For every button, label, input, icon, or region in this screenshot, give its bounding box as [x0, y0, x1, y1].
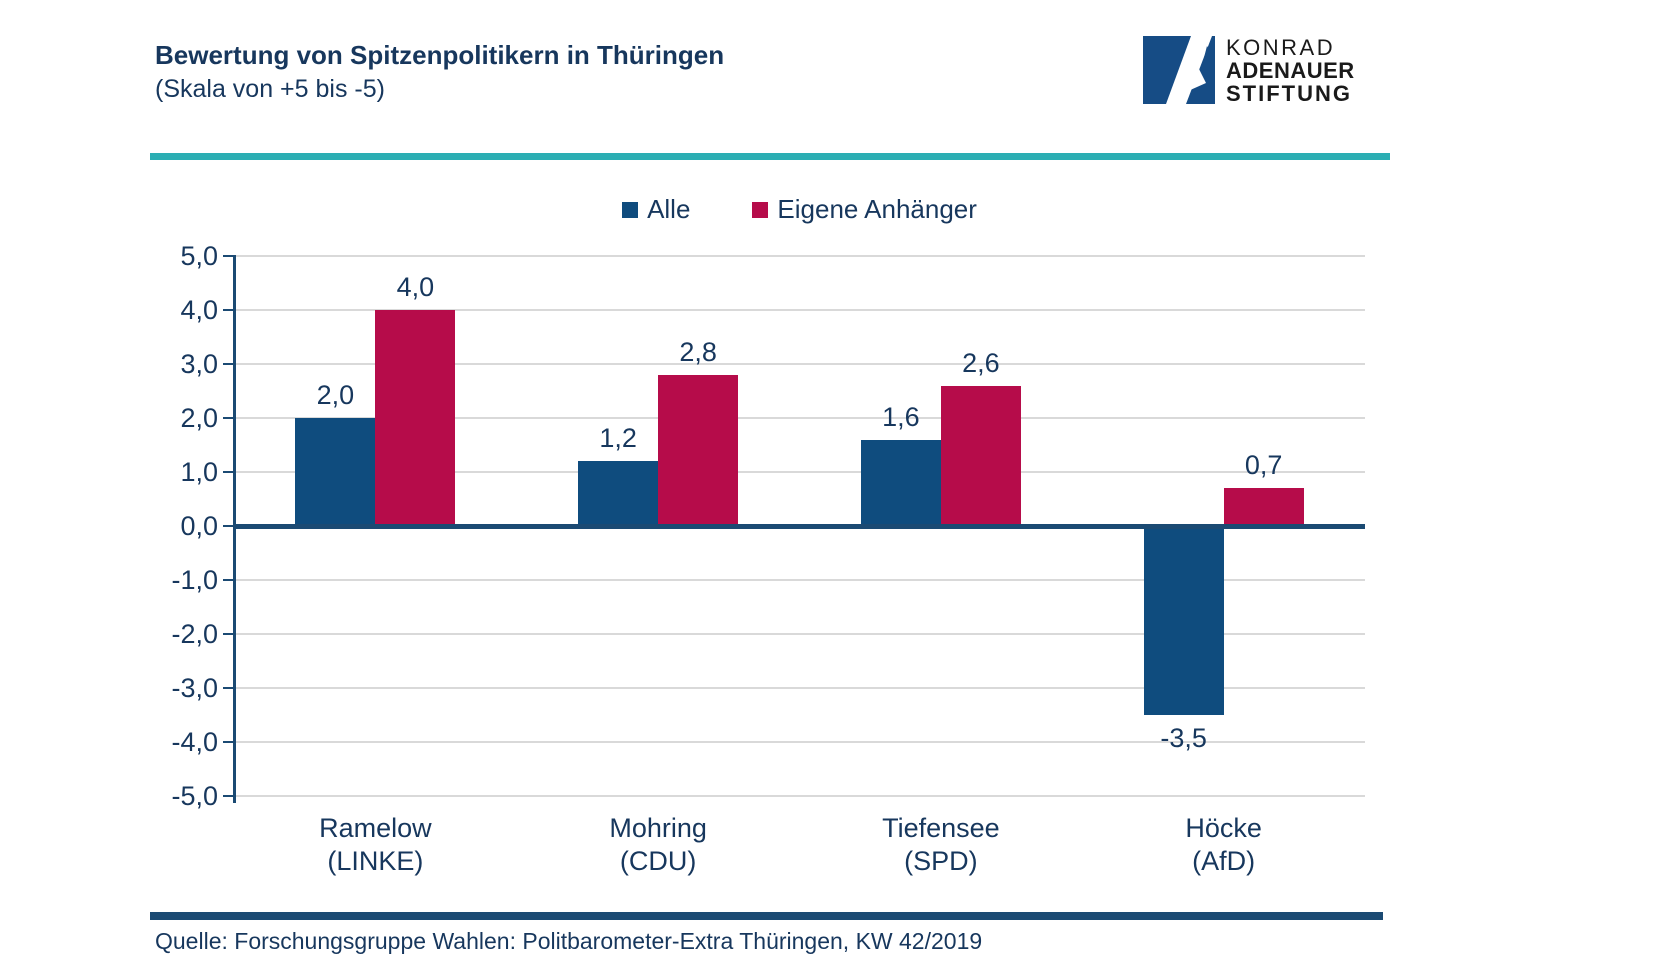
party-name: (LINKE) [327, 846, 424, 876]
y-axis-tick [223, 525, 234, 527]
y-axis-tick-label: 5,0 [180, 241, 218, 271]
kas-logo-wordmark: KONRAD ADENAUER STIFTUNG [1226, 36, 1355, 105]
y-axis-tick-label: -1,0 [171, 565, 218, 595]
header-divider-line [150, 153, 1390, 160]
gridline [234, 633, 1365, 635]
y-axis-tick [223, 255, 234, 257]
bar-value-label: 1,2 [599, 423, 637, 454]
gridline [234, 363, 1365, 365]
legend-label: Alle [647, 194, 691, 224]
bar-eigene-anhänger [658, 374, 739, 526]
y-axis-tick-label: -4,0 [171, 727, 218, 757]
y-axis-tick-label: 2,0 [180, 403, 218, 433]
footer-divider-line [150, 912, 1383, 920]
kas-logo: KONRAD ADENAUER STIFTUNG [1143, 36, 1355, 105]
bar-alle [295, 418, 376, 526]
bar-value-label: 2,0 [316, 380, 355, 410]
zero-baseline [234, 524, 1365, 529]
bar-value-label: 4,0 [396, 272, 435, 302]
gridline [234, 579, 1365, 581]
page-subtitle: (Skala von +5 bis -5) [155, 75, 385, 103]
gridline [234, 417, 1365, 419]
y-axis-tick-label: -3,0 [171, 673, 218, 703]
kas-logo-line-konrad: KONRAD [1226, 35, 1336, 60]
y-axis-tick-label: 4,0 [180, 295, 218, 325]
bar-alle [1143, 526, 1224, 715]
legend-item-alle: Alle [622, 194, 690, 225]
x-axis-category-label: Ramelow (LINKE) [225, 812, 525, 878]
page-title: Bewertung von Spitzenpolitikern in Thüri… [155, 40, 725, 70]
gridline [234, 471, 1365, 473]
kas-logo-line-adenauer: ADENAUER [1226, 58, 1355, 83]
y-axis-tick [223, 633, 234, 635]
y-axis-tick-label: 0,0 [180, 511, 218, 541]
y-axis-tick [223, 471, 234, 473]
x-axis-category-label: Mohring (CDU) [508, 812, 808, 878]
legend-item-eigene-anhänger: Eigene Anhänger [752, 194, 977, 225]
legend-swatch-icon [622, 201, 639, 218]
bar-value-label: 0,7 [1244, 450, 1283, 481]
kas-logo-icon [1143, 36, 1215, 104]
legend-label: Eigene Anhänger [777, 194, 977, 224]
bar-value-label: 2,8 [679, 336, 717, 367]
politician-name: Ramelow [319, 813, 432, 843]
bar-eigene-anhänger [940, 385, 1021, 526]
y-axis-tick-label: 3,0 [180, 349, 218, 379]
y-axis-tick [223, 363, 234, 365]
politician-name: Tiefensee [882, 813, 1000, 843]
bar-value-label: 2,6 [962, 347, 1000, 378]
gridline [234, 687, 1365, 689]
y-axis-line [233, 255, 236, 803]
y-axis-tick-label: 1,0 [180, 457, 218, 487]
x-axis-category-label: Höcke (AfD) [1074, 812, 1374, 878]
chart-legend: Alle Eigene Anhänger [234, 194, 1365, 225]
bar-alle [578, 461, 659, 526]
bar-eigene-anhänger [375, 310, 456, 526]
party-name: (SPD) [904, 846, 978, 876]
bar-alle [860, 439, 941, 526]
bar-value-label: -3,5 [1160, 723, 1207, 753]
gridline [234, 741, 1365, 743]
y-axis-tick [223, 687, 234, 689]
gridline [234, 795, 1365, 797]
legend-swatch-icon [752, 201, 769, 218]
politician-name: Höcke [1185, 813, 1262, 843]
bar-eigene-anhänger [1223, 488, 1304, 526]
x-axis-category-label: Tiefensee (SPD) [791, 812, 1091, 878]
source-note: Quelle: Forschungsgruppe Wahlen: Politba… [155, 928, 983, 954]
bar-value-label: 1,6 [882, 401, 920, 432]
y-axis-tick [223, 741, 234, 743]
y-axis-tick [223, 417, 234, 419]
party-name: (AfD) [1192, 846, 1256, 876]
y-axis-tick [223, 309, 234, 311]
party-name: (CDU) [619, 846, 697, 876]
politician-name: Mohring [609, 813, 707, 843]
y-axis-tick [223, 579, 234, 581]
gridline [234, 309, 1365, 311]
y-axis-tick-label: -2,0 [171, 619, 218, 649]
y-axis-tick-label: -5,0 [171, 781, 218, 811]
gridline [234, 255, 1365, 257]
y-axis-tick [223, 795, 234, 797]
kas-logo-line-stiftung: STIFTUNG [1226, 81, 1352, 106]
